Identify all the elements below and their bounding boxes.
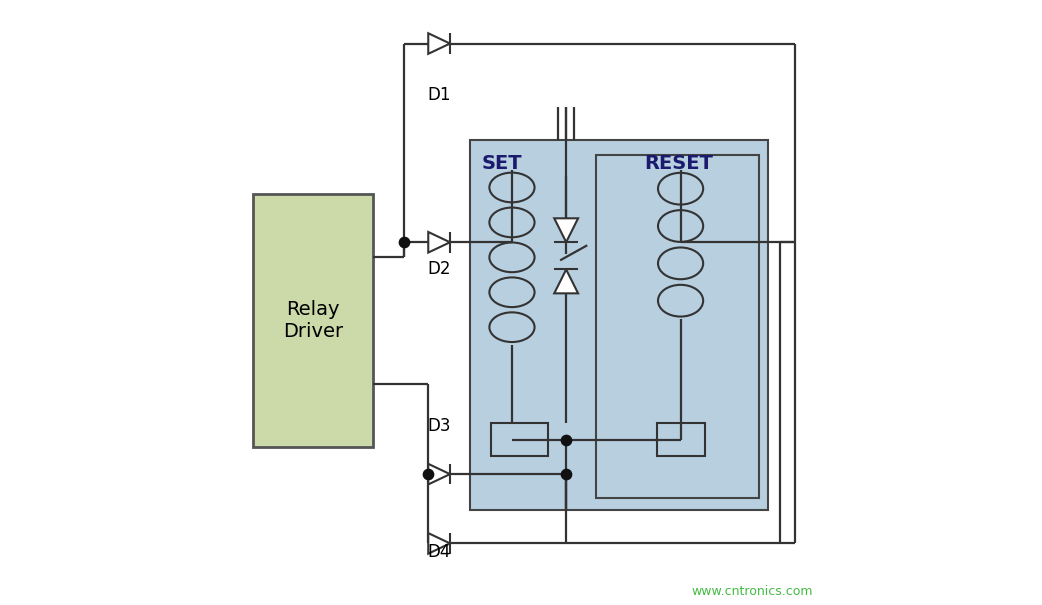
Text: RESET: RESET [644, 154, 714, 173]
Polygon shape [554, 218, 578, 242]
Text: SET: SET [481, 154, 522, 173]
Bar [253, 194, 373, 447]
Text: D1: D1 [427, 86, 451, 103]
Text: D4: D4 [427, 543, 451, 561]
Polygon shape [428, 33, 450, 54]
Polygon shape [428, 533, 450, 554]
Bar [470, 140, 768, 510]
Polygon shape [554, 269, 578, 293]
Text: D3: D3 [427, 417, 451, 435]
Text: www.cntronics.com: www.cntronics.com [692, 584, 813, 598]
Point [395, 237, 412, 247]
Point [557, 469, 574, 479]
Bar [491, 423, 548, 456]
Bar [596, 155, 759, 499]
Bar [656, 423, 704, 456]
Polygon shape [428, 464, 450, 485]
Point [557, 435, 574, 445]
Text: D2: D2 [427, 260, 451, 278]
Polygon shape [428, 232, 450, 252]
Point [419, 469, 436, 479]
Text: Relay
Driver: Relay Driver [283, 300, 343, 341]
